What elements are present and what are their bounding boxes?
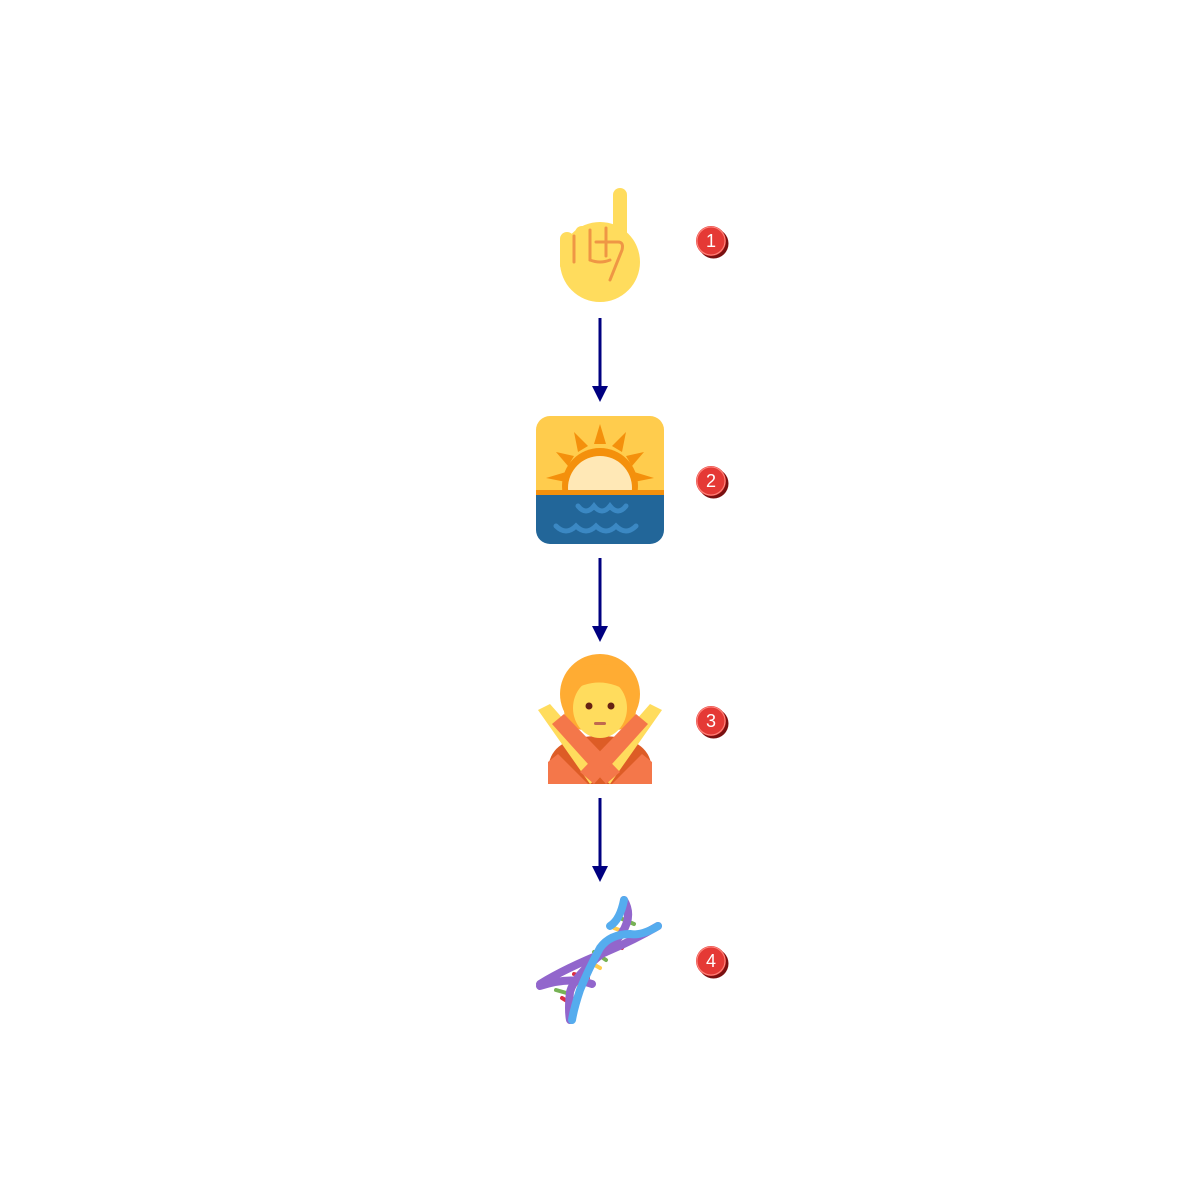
step-number-4: 4: [696, 946, 726, 976]
step-badge-4: 4: [696, 946, 726, 976]
flow-arrow-3-to-4: [590, 798, 610, 888]
step-number-3: 3: [696, 706, 726, 736]
index-pointing-up-icon: [530, 180, 670, 320]
step-number-2: 2: [696, 466, 726, 496]
step-badge-2: 2: [696, 466, 726, 496]
step-number-1: 1: [696, 226, 726, 256]
dna-icon: [530, 890, 670, 1030]
sunrise-icon: [530, 410, 670, 550]
step-badge-1: 1: [696, 226, 726, 256]
step-badge-3: 3: [696, 706, 726, 736]
person-gesturing-no-icon: [530, 650, 670, 790]
flow-arrow-1-to-2: [590, 318, 610, 408]
flow-arrow-2-to-3: [590, 558, 610, 648]
